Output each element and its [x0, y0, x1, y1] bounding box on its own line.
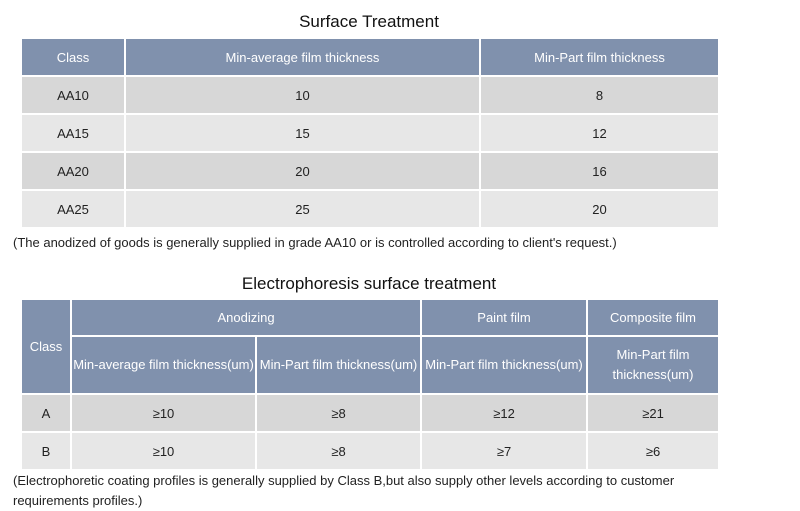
table-row: A ≥10 ≥8 ≥12 ≥21 [20, 393, 721, 433]
table-row: B ≥10 ≥8 ≥7 ≥6 [20, 431, 721, 471]
min-part-cell: 12 [479, 113, 720, 153]
min-average-cell: 25 [124, 189, 481, 229]
class-cell: A [20, 393, 72, 433]
surface-treatment-note: (The anodized of goods is generally supp… [13, 235, 617, 250]
electrophoresis-title: Electrophoresis surface treatment [241, 274, 497, 293]
column-header-class: Class [20, 37, 126, 77]
anodizing-min-average-cell: ≥10 [70, 431, 257, 471]
sub-header-paint-min-part: Min-Part film thickness(um) [420, 335, 589, 395]
min-average-cell: 15 [124, 113, 481, 153]
sub-header-anodizing-min-part: Min-Part film thickness(um) [254, 335, 423, 395]
electrophoresis-note: (Electrophoretic coating profiles is gen… [13, 473, 675, 508]
table-group-header-row: Class Anodizing Paint film Composite fil… [20, 298, 721, 395]
surface-treatment-title: Surface Treatment [299, 12, 439, 31]
paint-film-cell: ≥7 [420, 431, 589, 471]
electrophoresis-table: Class Anodizing Paint film Composite fil… [20, 298, 721, 471]
composite-film-cell: ≥21 [586, 393, 721, 433]
table-row: AA10 10 8 [20, 75, 720, 115]
table-sub-header-row: Min-average film thickness(um) Min-Part … [21, 335, 721, 395]
anodizing-min-part-cell: ≥8 [254, 393, 423, 433]
min-average-cell: 10 [124, 75, 481, 115]
table-row: AA15 15 12 [20, 113, 720, 153]
class-cell: B [20, 431, 72, 471]
group-header-composite-film: Composite film [586, 298, 721, 337]
composite-film-cell: ≥6 [586, 431, 721, 471]
paint-film-cell: ≥12 [420, 393, 589, 433]
column-header-min-average: Min-average film thickness [124, 37, 481, 77]
min-part-cell: 16 [479, 151, 720, 191]
class-cell: AA10 [20, 75, 126, 115]
sub-header-anodizing-min-average: Min-average film thickness(um) [70, 335, 257, 395]
column-header-min-part: Min-Part film thickness [479, 37, 720, 77]
table-row: AA20 20 16 [20, 151, 720, 191]
surface-treatment-table: Class Min-average film thickness Min-Par… [20, 37, 720, 229]
sub-header-composite-min-part: Min-Part film thickness(um) [586, 335, 721, 395]
group-header-anodizing: Anodizing [69, 298, 423, 337]
anodizing-min-part-cell: ≥8 [254, 431, 423, 471]
anodizing-min-average-cell: ≥10 [70, 393, 257, 433]
class-cell: AA20 [20, 151, 126, 191]
group-header-paint-film: Paint film [420, 298, 589, 337]
class-cell: AA25 [20, 189, 126, 229]
min-part-cell: 20 [479, 189, 720, 229]
table-row: AA25 25 20 [20, 189, 720, 229]
min-part-cell: 8 [479, 75, 720, 115]
column-header-class: Class [20, 298, 72, 395]
class-cell: AA15 [20, 113, 126, 153]
min-average-cell: 20 [124, 151, 481, 191]
table-header-row: Class Min-average film thickness Min-Par… [20, 37, 720, 77]
